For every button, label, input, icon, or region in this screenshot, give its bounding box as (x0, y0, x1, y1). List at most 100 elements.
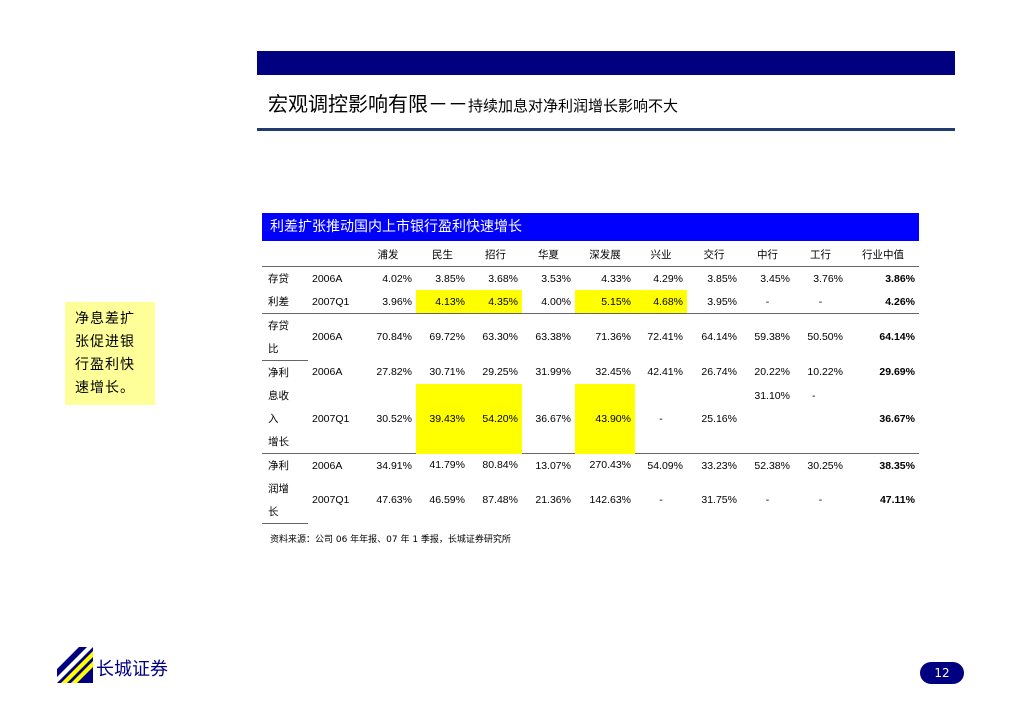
row-label: 净利 (268, 460, 289, 472)
brand-name: 长城证券 (96, 659, 168, 680)
title-subtitle: 持续加息对净利润增长影响不大 (468, 97, 679, 115)
highlighted-value-cell: 4.68% (635, 290, 687, 314)
period-cell: 2007Q1 (312, 494, 350, 507)
table-header-row: 浦发 民生 招行 华夏 深发展 兴业 交行 中行 工行 行业中值 (262, 243, 919, 267)
value-cell: 3.85% (707, 272, 737, 285)
slide-title: 宏观调控影响有限－－持续加息对净利润增长影响不大 (268, 88, 678, 117)
value-cell: - (659, 494, 663, 507)
value-cell: 26.74% (701, 366, 737, 379)
row-label: 息收 (268, 390, 289, 402)
table-row: 增长 (262, 430, 919, 454)
value-cell: 30.71% (429, 366, 465, 379)
value-cell: - (794, 290, 847, 314)
col-header: 深发展 (575, 243, 635, 267)
value-cell: 3.68% (488, 272, 518, 285)
side-note: 净息差扩张促进银行盈利快速增长。 (65, 302, 155, 405)
value-cell: 54.09% (647, 459, 683, 472)
median-cell: 36.67% (879, 412, 915, 425)
value-cell: - (741, 290, 794, 314)
value-cell: 4.33% (601, 272, 631, 285)
value-cell: 64.14% (701, 331, 737, 344)
title-main: 宏观调控影响有限－－ (268, 92, 468, 116)
row-label: 存贷 (268, 273, 289, 285)
value-cell: 42.41% (647, 366, 683, 379)
table-row: 净利 2006A 34.91% 41.79% 80.84% 13.07% 270… (262, 454, 919, 478)
col-header: 中行 (741, 243, 794, 267)
value-cell: 21.36% (535, 494, 571, 507)
value-cell: 71.36% (595, 331, 631, 344)
median-cell: 38.35% (879, 459, 915, 472)
value-cell: - (765, 494, 770, 507)
value-cell: 80.84% (482, 459, 518, 472)
table-row: 入 2007Q1 30.52% 36.67% - 25.16% 36.67% (262, 407, 919, 430)
row-label: 长 (262, 500, 308, 524)
table-row: 润增 2007Q1 47.63% 46.59% 87.48% 21.36% 14… (262, 477, 919, 506)
page-number: 12 (920, 662, 964, 684)
period-cell: 2006A (312, 331, 343, 344)
table-row: 息收 39.43% 54.20% 43.90% 31.10% - (262, 384, 919, 454)
company-logo-icon (57, 647, 93, 687)
value-cell: 3.53% (541, 272, 571, 285)
value-cell: 13.07% (535, 459, 571, 472)
period-cell: 2007Q1 (312, 412, 350, 425)
value-cell: 41.79% (429, 459, 465, 472)
value-cell: 3.45% (760, 272, 790, 285)
value-cell: 46.59% (429, 494, 465, 507)
table-row: 比 (262, 337, 919, 361)
table-row: 利差 2007Q1 3.96% 4.13% 4.35% 4.00% 5.15% … (262, 290, 919, 314)
table-row: 长 (262, 500, 919, 524)
row-label: 增长 (262, 430, 308, 454)
median-cell: 4.26% (847, 290, 919, 314)
top-banner (257, 51, 955, 75)
col-header: 浦发 (360, 243, 416, 267)
value-cell: 27.82% (376, 366, 412, 379)
value-cell: 59.38% (754, 331, 790, 344)
value-cell: 31.75% (701, 494, 737, 507)
period-cell: 2006A (312, 366, 343, 379)
value-cell: 72.41% (647, 331, 683, 344)
value-cell: - (818, 494, 823, 507)
col-header: 华夏 (522, 243, 575, 267)
value-cell: 4.29% (653, 272, 683, 285)
value-cell: 4.00% (522, 290, 575, 314)
row-label: 利差 (262, 290, 308, 314)
value-cell: 20.22% (754, 366, 790, 379)
value-cell: 270.43% (589, 459, 631, 472)
highlighted-value-cell: 5.15% (575, 290, 635, 314)
value-cell: 29.25% (482, 366, 518, 379)
value-cell: 33.23% (701, 459, 737, 472)
value-cell: 4.02% (382, 272, 412, 285)
value-cell: - (659, 412, 663, 425)
highlighted-value-cell: 39.43% (416, 384, 469, 454)
table-row: 存贷 2006A 4.02% 3.85% 3.68% 3.53% 4.33% 4… (262, 267, 919, 291)
col-header: 招行 (469, 243, 522, 267)
value-cell: 52.38% (754, 459, 790, 472)
highlighted-value-cell: 54.20% (469, 384, 522, 454)
value-cell: 63.38% (535, 331, 571, 344)
value-cell: 30.52% (376, 412, 412, 425)
bank-comparison-table: 浦发 民生 招行 华夏 深发展 兴业 交行 中行 工行 行业中值 存贷 2006… (262, 243, 919, 524)
value-cell: 31.99% (535, 366, 571, 379)
value-cell: 70.84% (376, 331, 412, 344)
col-header: 交行 (687, 243, 741, 267)
table-title: 利差扩张推动国内上市银行盈利快速增长 (262, 213, 919, 241)
value-cell: 32.45% (595, 366, 631, 379)
title-underline (257, 128, 955, 131)
col-header: 民生 (416, 243, 469, 267)
period-cell: 2006A (312, 272, 343, 285)
value-cell: 10.22% (807, 366, 843, 379)
value-cell: 142.63% (589, 494, 631, 507)
value-cell: 25.16% (701, 412, 737, 425)
table-row: 存贷 2006A 70.84% 69.72% 63.30% 63.38% 71.… (262, 314, 919, 343)
value-cell: 3.95% (687, 290, 741, 314)
value-cell: 3.85% (435, 272, 465, 285)
value-cell: - (812, 389, 816, 402)
row-label: 净利 (268, 367, 289, 379)
value-cell: 36.67% (535, 412, 571, 425)
row-label: 比 (262, 337, 308, 361)
col-header: 行业中值 (847, 243, 919, 267)
highlighted-value-cell: 43.90% (575, 384, 635, 454)
value-cell: 69.72% (429, 331, 465, 344)
value-cell: 50.50% (807, 331, 843, 344)
source-note: 资料来源：公司 06 年年报、07 年 1 季报，长城证券研究所 (270, 535, 511, 545)
